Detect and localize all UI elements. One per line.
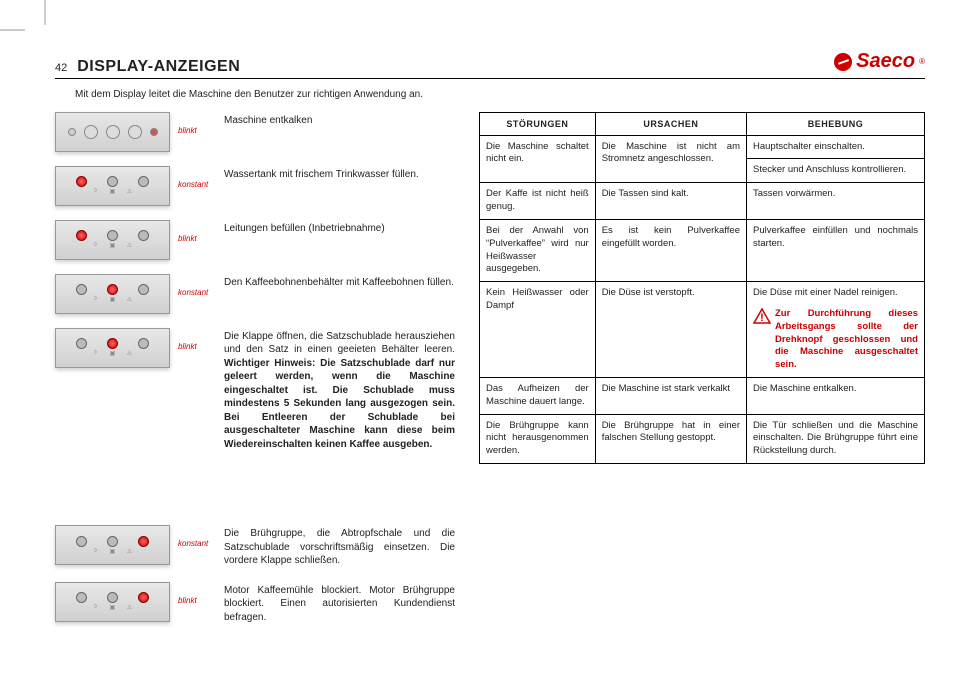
logo-icon (834, 53, 852, 71)
table-row: Das Aufheizen der Maschine dauert lange.… (480, 378, 925, 415)
table-row: Die Brühgruppe kann nicht herau­sgenomme… (480, 414, 925, 463)
led-indicator (138, 338, 149, 349)
status-label: konstant (178, 525, 216, 548)
troubleshooting-column: STÖRUNGEN URSACHEN BEHEBUNG Die Maschine… (479, 112, 925, 639)
page-container: 42 DISPLAY-ANZEIGEN Saeco ® Mit dem Displ… (55, 50, 925, 638)
cell-problem: Bei der Anwahl von “Pulverkaffee” wird n… (480, 219, 596, 281)
status-label: blinkt (178, 328, 216, 351)
indicator-description: Maschine entkalken (224, 112, 455, 128)
display-panel: ◊▣⚠ (55, 220, 170, 260)
logo-text: Saeco (856, 50, 915, 73)
led-indicator (76, 536, 87, 547)
display-panel: ◊▣⚠ (55, 582, 170, 622)
intro-text: Mit dem Display leitet die Maschine den … (75, 89, 925, 100)
warning-icon: ! (753, 308, 771, 324)
cell-fix: Stecker und Anschluss kontrollieren. (746, 159, 924, 183)
warning-box: !Zur Durchführung dieses Arbeitsgangs so… (753, 308, 918, 372)
display-panel (55, 112, 170, 152)
header-left: 42 DISPLAY-ANZEIGEN (55, 58, 240, 76)
display-panel: ◊▣⚠ (55, 166, 170, 206)
led-indicator (138, 284, 149, 295)
led-indicator (76, 592, 87, 603)
led-indicator (107, 230, 118, 241)
cell-cause: Die Maschine ist stark verkalkt (595, 378, 746, 415)
cell-fix: Tassen vorwärmen. (746, 183, 924, 220)
display-panel: ◊▣⚠ (55, 274, 170, 314)
led-indicator (107, 592, 118, 603)
indicator-description: Wassertank mit frischem Trinkwasser füll… (224, 166, 455, 182)
cell-problem: Kein Heißwasser oder Dampf (480, 282, 596, 378)
cell-cause: Es ist kein Pulverkaffee eingefüllt word… (595, 219, 746, 281)
led-indicator (107, 338, 118, 349)
page-number: 42 (55, 62, 67, 74)
display-panel: ◊▣⚠ (55, 525, 170, 565)
th-stoerungen: STÖRUNGEN (480, 112, 596, 135)
indicator-description: Die Brühgruppe, die Abtropfschale und di… (224, 525, 455, 568)
cell-fix: Hauptschalter einschalten. (746, 135, 924, 159)
status-label: blinkt (178, 220, 216, 243)
led-indicator (107, 176, 118, 187)
led-indicator (76, 176, 87, 187)
indicator-row: ◊▣⚠ konstant Den Kaffeebohnenbehälter mit … (55, 274, 455, 314)
logo-registered: ® (919, 57, 925, 66)
led-indicator (107, 536, 118, 547)
led-indicator (138, 536, 149, 547)
troubleshooting-table: STÖRUNGEN URSACHEN BEHEBUNG Die Maschine… (479, 112, 925, 465)
page-header: 42 DISPLAY-ANZEIGEN Saeco ® (55, 50, 925, 79)
led-indicator (76, 230, 87, 241)
indicator-row: ◊▣⚠ blinkt Die Klappe öffnen, die Satzschu… (55, 328, 455, 452)
table-row: Der Kaffe ist nicht heiß genug.Die Tasse… (480, 183, 925, 220)
table-row: Bei der Anwahl von “Pulverkaffee” wird n… (480, 219, 925, 281)
status-label: blinkt (178, 112, 216, 135)
led-indicator (76, 338, 87, 349)
logo: Saeco ® (834, 50, 925, 73)
cell-fix: Die Maschine entkalken. (746, 378, 924, 415)
cell-cause: Die Düse ist verstopft. (595, 282, 746, 378)
cell-problem: Die Brühgruppe kann nicht herau­sgenomme… (480, 414, 596, 463)
indicator-row: ◊▣⚠ konstant Die Brühgruppe, die Abtropfsc… (55, 525, 455, 568)
th-ursachen: URSACHEN (595, 112, 746, 135)
content: blinkt Maschine entkalken ◊▣⚠ konstant Wasse… (55, 112, 925, 639)
status-label: blinkt (178, 582, 216, 605)
indicator-description: Den Kaffeebohnenbehälter mit Kaffeeboh­n… (224, 274, 455, 290)
cell-cause: Die Brühgruppe hat in einer falschen Ste… (595, 414, 746, 463)
indicator-row: blinkt Maschine entkalken (55, 112, 455, 152)
indicator-description: Leitungen befüllen (Inbetriebnahme) (224, 220, 455, 236)
indicator-description: Motor Kaffeemühle blockiert. Motor Brühg… (224, 582, 455, 625)
led-indicator (107, 284, 118, 295)
status-label: konstant (178, 274, 216, 297)
indicator-row: ◊▣⚠ blinkt Motor Kaffeemühle blockiert. Mo… (55, 582, 455, 625)
status-label: konstant (178, 166, 216, 189)
table-row: Kein Heißwasser oder DampfDie Düse ist v… (480, 282, 925, 378)
led-indicator (138, 230, 149, 241)
page-title: DISPLAY-ANZEIGEN (77, 58, 240, 76)
th-behebung: BEHEBUNG (746, 112, 924, 135)
cell-problem: Die Maschine schaltet nicht ein. (480, 135, 596, 183)
display-panel: ◊▣⚠ (55, 328, 170, 368)
cell-fix: Die Düse mit einer Nadel reinigen.!Zur D… (746, 282, 924, 378)
indicators-column: blinkt Maschine entkalken ◊▣⚠ konstant Wasse… (55, 112, 455, 639)
indicator-description: Die Klappe öffnen, die Satzschublade he­… (224, 328, 455, 452)
cell-problem: Das Aufheizen der Maschine dauert lange. (480, 378, 596, 415)
cell-cause: Die Tassen sind kalt. (595, 183, 746, 220)
indicator-row: ◊▣⚠ konstant Wassertank mit frischem Trink… (55, 166, 455, 206)
led-indicator (138, 592, 149, 603)
cell-cause: Die Maschine ist nicht am Stromnetz ange… (595, 135, 746, 183)
table-row: Die Maschine schaltet nicht ein.Die Masc… (480, 135, 925, 159)
led-indicator (138, 176, 149, 187)
cell-problem: Der Kaffe ist nicht heiß genug. (480, 183, 596, 220)
indicator-row: ◊▣⚠ blinkt Leitungen befüllen (Inbetriebna… (55, 220, 455, 260)
cell-fix: Die Tür schließen und die Maschine einsc… (746, 414, 924, 463)
led-indicator (76, 284, 87, 295)
cell-fix: Pulverkaffee einfüllen und nochmals star… (746, 219, 924, 281)
svg-text:!: ! (760, 312, 764, 324)
table-body: Die Maschine schaltet nicht ein.Die Masc… (480, 135, 925, 463)
